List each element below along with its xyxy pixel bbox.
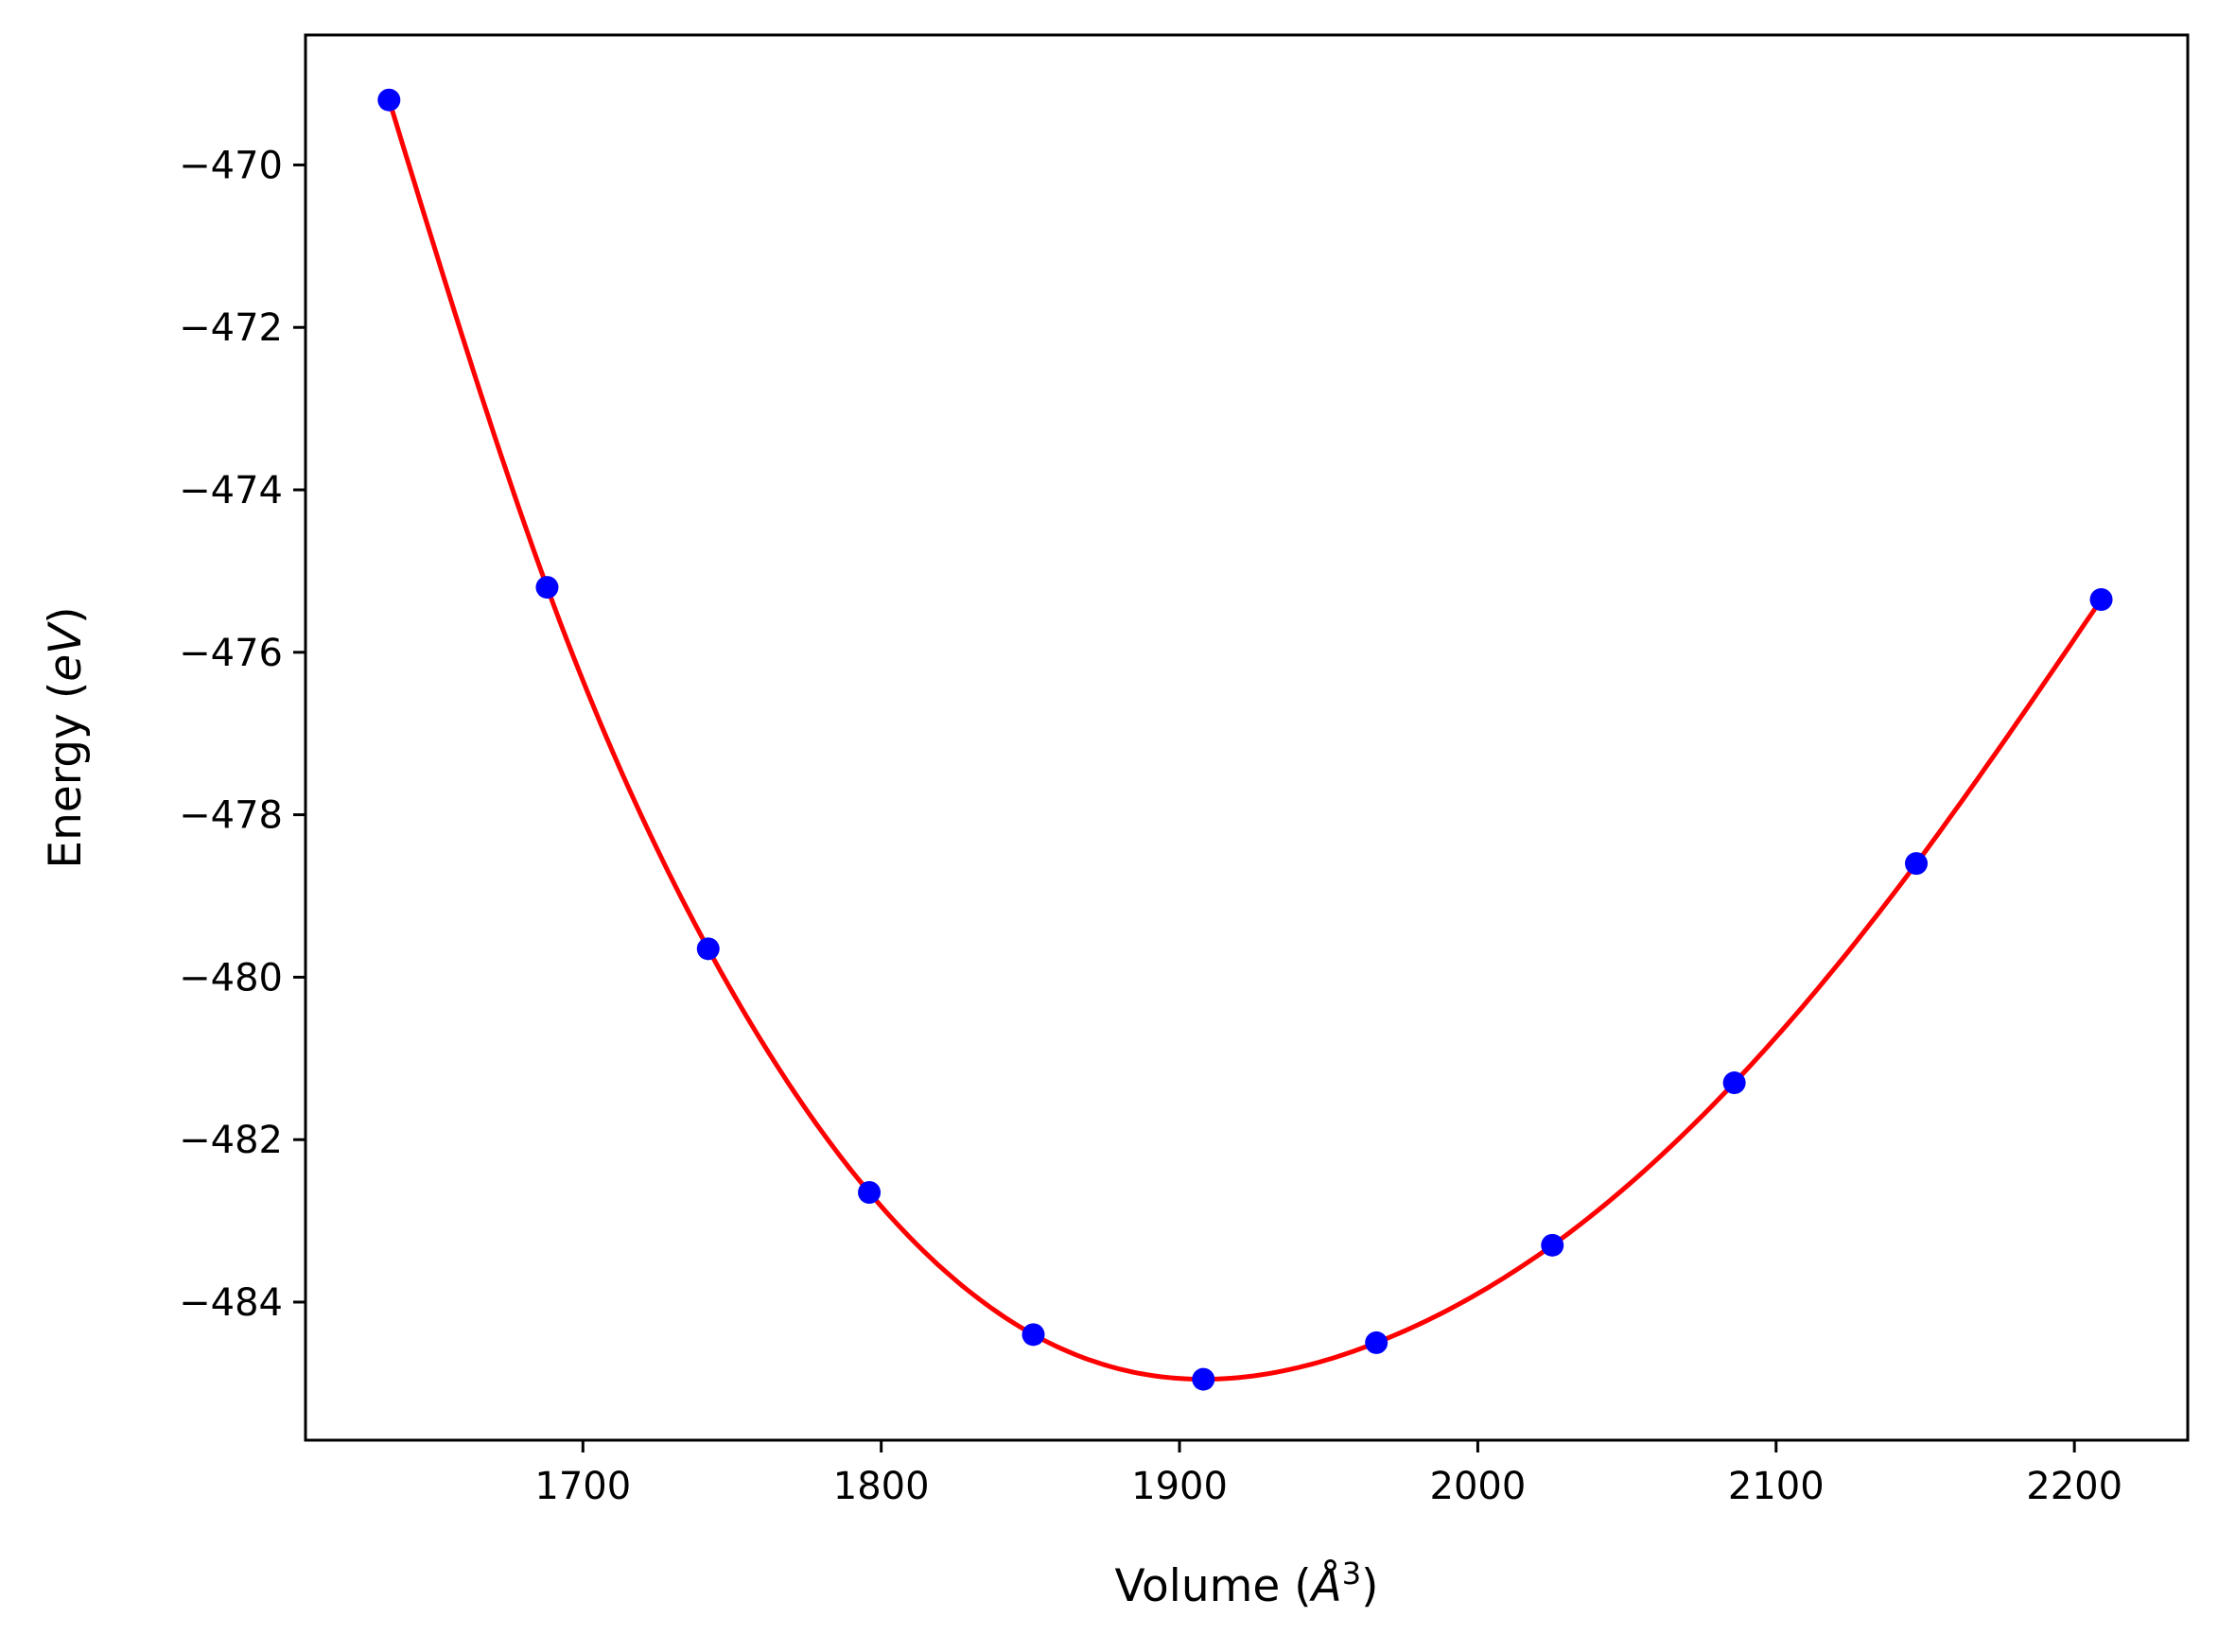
y-tick-label: −474 bbox=[179, 469, 283, 513]
x-tick-label: 2100 bbox=[1728, 1465, 1825, 1508]
y-axis-label: Energy (eV) bbox=[40, 606, 92, 868]
x-tick-label: 2200 bbox=[2026, 1465, 2122, 1508]
y-tick-label: −476 bbox=[179, 632, 283, 675]
y-axis-ticks: −470 −472 −474 −476 −478 −480 −482 −484 bbox=[179, 144, 306, 1325]
y-tick-label: −478 bbox=[179, 794, 283, 838]
x-axis-label: Volume (Å3) bbox=[1115, 1556, 1379, 1612]
x-tick-label: 1700 bbox=[534, 1465, 631, 1508]
data-point bbox=[377, 88, 401, 112]
x-tick-label: 1900 bbox=[1131, 1465, 1228, 1508]
data-point bbox=[1365, 1330, 1388, 1354]
data-points-layer bbox=[377, 88, 2113, 1391]
data-point bbox=[1541, 1233, 1564, 1257]
data-point bbox=[1905, 852, 1929, 876]
y-tick-label: −480 bbox=[179, 956, 283, 1000]
data-point bbox=[1192, 1367, 1215, 1391]
data-point bbox=[696, 937, 720, 961]
data-point bbox=[535, 576, 559, 600]
x-axis-ticks: 1700 1800 1900 2000 2100 2200 bbox=[534, 1440, 2122, 1508]
y-tick-label: −472 bbox=[179, 306, 283, 350]
plot-frame bbox=[304, 33, 2190, 1442]
data-point bbox=[858, 1181, 882, 1205]
data-point bbox=[1022, 1323, 1045, 1347]
x-tick-label: 2000 bbox=[1430, 1465, 1527, 1508]
y-tick-label: −482 bbox=[179, 1119, 283, 1162]
y-tick-label: −484 bbox=[179, 1281, 283, 1325]
y-tick-label: −470 bbox=[179, 144, 283, 187]
x-tick-label: 1800 bbox=[833, 1465, 930, 1508]
data-point bbox=[2089, 587, 2113, 611]
data-point bbox=[1722, 1071, 1746, 1095]
